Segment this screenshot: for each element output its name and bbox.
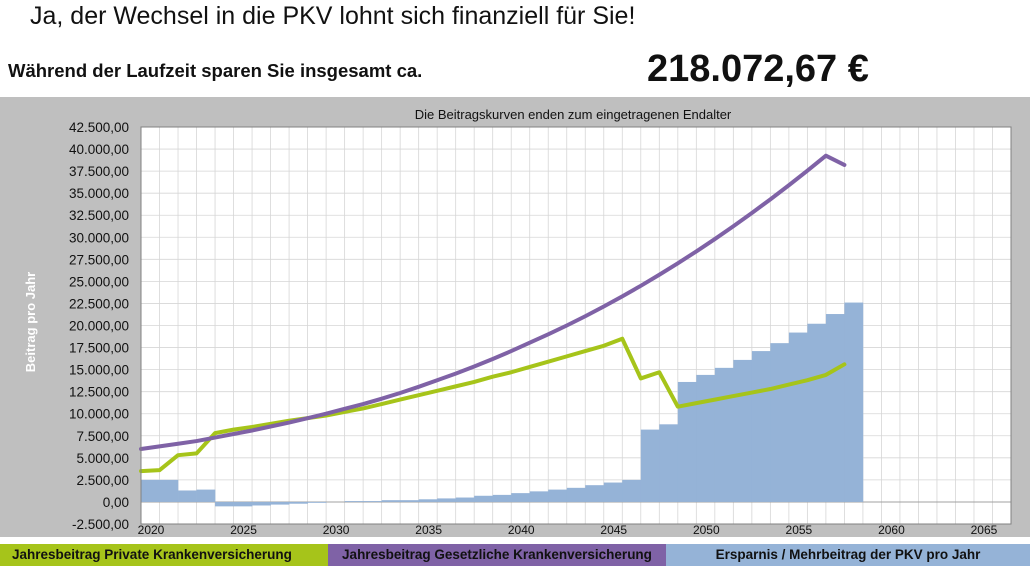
y-tick-label: 35.000,00 [69,186,129,201]
y-tick-label: 12.500,00 [69,385,129,400]
legend-savings: Ersparnis / Mehrbeitrag der PKV pro Jahr [666,544,1030,566]
premium-chart: Die Beitragskurven enden zum eingetragen… [23,107,1012,537]
y-tick-label: 10.000,00 [69,407,129,422]
savings-bar [474,495,494,502]
y-tick-label: 17.500,00 [69,341,129,356]
savings-bar [585,485,605,502]
headline: Ja, der Wechsel in die PKV lohnt sich fi… [30,2,636,30]
series-line [139,336,847,474]
savings-bar [511,493,531,502]
y-tick-label: 25.000,00 [69,274,129,289]
savings-bar [215,501,234,507]
savings-bar [233,501,253,507]
savings-bar [400,500,419,502]
legend-private-insurance: Jahresbeitrag Private Krankenversicherun… [0,544,330,566]
savings-bar [196,489,216,502]
x-tick-label: 2020 [138,523,165,537]
savings-bar [455,497,475,502]
savings-bar [159,479,179,502]
x-tick-label: 2050 [693,523,720,537]
savings-bar [696,374,716,502]
y-tick-label: 22.500,00 [69,296,129,311]
savings-bar [825,314,845,502]
savings-bar [252,501,271,506]
savings-bar [363,501,382,502]
y-tick-label: 15.000,00 [69,363,129,378]
x-tick-label: 2055 [786,523,813,537]
x-axis-ticks: 2020 2025 2030 2035 2040 2045 2050 2055 2060 2065 [138,523,998,537]
savings-bar [622,479,642,502]
series-line [139,153,847,452]
savings-bar [714,367,734,502]
y-tick-label: 7.500,00 [76,429,129,444]
y-tick-label: 27.500,00 [69,252,129,267]
y-tick-label: 2.500,00 [76,473,129,488]
y-tick-label: 40.000,00 [69,142,129,157]
savings-total: 218.072,67 € [647,48,869,90]
x-tick-label: 2040 [508,523,535,537]
y-tick-label: 20.000,00 [69,319,129,334]
savings-bar [770,343,790,502]
savings-label: Während der Laufzeit sparen Sie insgesam… [8,60,423,81]
plot-frame [140,126,1012,525]
savings-bar [677,381,697,502]
savings-bar [733,359,753,502]
x-tick-label: 2045 [600,523,627,537]
y-tick-label: -2.500,00 [72,517,129,532]
savings-bar [289,501,308,504]
y-tick-label: 5.000,00 [76,451,129,466]
savings-bar [659,424,679,502]
savings-bar [344,501,364,502]
premium-lines [139,153,847,474]
y-tick-label: 42.500,00 [69,120,129,135]
savings-bars [141,302,864,507]
savings-bar [844,302,864,502]
x-tick-label: 2060 [878,523,905,537]
x-tick-label: 2025 [230,523,257,537]
savings-bar [307,501,327,503]
savings-bar [492,494,512,502]
savings-bar [270,501,290,505]
savings-bar [566,487,586,502]
x-tick-label: 2030 [323,523,350,537]
y-tick-label: 37.500,00 [69,164,129,179]
savings-bar [381,500,401,502]
y-axis-ticks: 42.500,00 40.000,00 37.500,00 35.000,00 32.5… [69,120,129,532]
y-tick-label: 32.500,00 [69,208,129,223]
legend-public-insurance: Jahresbeitrag Gesetzliche Krankenversich… [328,544,666,566]
savings-bar [418,499,438,502]
x-tick-label: 2035 [415,523,442,537]
savings-bar [178,490,197,502]
y-tick-label: 0,00 [103,495,129,510]
savings-bar [640,429,660,502]
y-axis-label: Beitrag pro Jahr [23,272,38,372]
savings-bar [751,351,771,502]
savings-bar [529,491,549,502]
savings-bar [788,332,808,502]
savings-bar [141,479,160,502]
savings-bar [603,482,623,502]
x-tick-label: 2065 [971,523,998,537]
savings-bar [437,498,456,502]
chart-title: Die Beitragskurven enden zum eingetragen… [415,107,732,122]
savings-bar [807,323,827,502]
savings-bar [548,489,568,502]
y-tick-label: 30.000,00 [69,230,129,245]
